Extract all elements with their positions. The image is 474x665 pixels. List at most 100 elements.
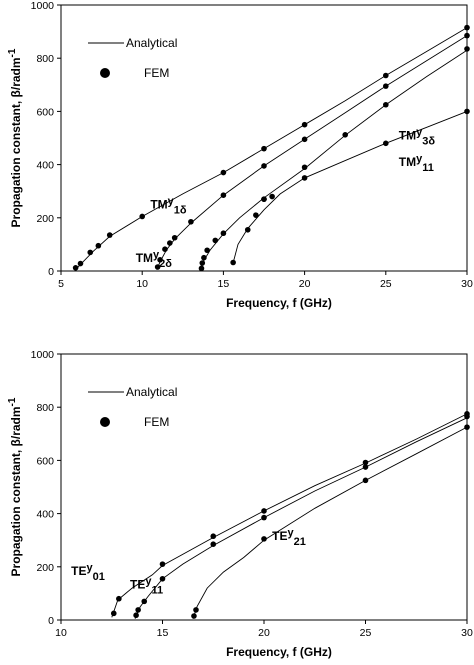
y-tick-label: 0 <box>48 266 54 278</box>
analytical-curve <box>111 413 468 618</box>
analytical-curve <box>192 426 468 619</box>
x-tick-label: 25 <box>380 278 392 290</box>
fem-point <box>464 46 470 52</box>
y-axis-title-sup: -1 <box>7 48 18 57</box>
curve-label-sub: 1δ <box>174 204 187 216</box>
series-2: TMy2δ <box>136 32 470 270</box>
legend-analytical-label: Analytical <box>126 36 177 50</box>
curve-label-sub: 01 <box>93 571 105 583</box>
fem-point <box>261 163 267 169</box>
curve-label-sup: y <box>416 126 423 138</box>
x-tick-label: 30 <box>461 278 473 290</box>
fem-point <box>110 610 117 617</box>
fem-point <box>464 32 470 39</box>
fem-point <box>383 101 389 108</box>
y-tick-label: 0 <box>48 615 54 627</box>
curve-label: TMy2δ <box>136 249 173 270</box>
fem-point <box>261 536 267 542</box>
x-tick-label: 15 <box>157 627 169 639</box>
y-tick-label: 600 <box>36 455 54 467</box>
curve-label-sub: 2δ <box>159 258 172 270</box>
fem-point <box>301 164 308 171</box>
chart-2: 10 15 20 25 30 0 200 400 600 800 1000 Frequency, f … <box>7 349 473 659</box>
fem-point <box>362 464 369 470</box>
y-tick-label: 600 <box>36 106 54 118</box>
x-tick-label: 20 <box>299 278 311 290</box>
legend-fem-label: FEM <box>144 66 169 80</box>
y-axis-title-sup: -1 <box>7 397 18 406</box>
curve-label-sup: y <box>86 562 93 574</box>
analytical-curve <box>232 110 468 264</box>
curve-label-sup: y <box>287 527 294 539</box>
y-axis-title: Propagation constant, β/radm-1 <box>7 48 23 227</box>
chart-1: 5 10 15 20 25 30 0 200 400 600 800 1000 Frequency, f… <box>7 0 473 310</box>
fem-point <box>220 169 227 176</box>
y-tick-label: 400 <box>36 160 54 172</box>
fem-point <box>191 613 197 619</box>
fem-point <box>301 121 308 128</box>
fem-point <box>261 508 267 514</box>
fem-point <box>383 140 389 147</box>
y-tick-label: 200 <box>36 213 54 225</box>
x-tick-label: 15 <box>218 278 230 290</box>
legend: Analytical FEM <box>88 36 177 80</box>
fem-point <box>269 193 275 200</box>
y-tick-label: 800 <box>36 402 54 414</box>
legend-marker-swatch <box>100 417 110 427</box>
legend: Analytical FEM <box>88 385 177 429</box>
fem-point <box>253 212 259 218</box>
fem-point <box>167 240 173 246</box>
curve-label-sub: 3δ <box>422 135 435 147</box>
series-1: TMy1δ <box>72 24 470 271</box>
curve-label: TEy01 <box>71 562 105 583</box>
fem-point <box>171 234 178 241</box>
fem-point <box>154 264 161 270</box>
y-tick-label: 400 <box>36 509 54 521</box>
fem-point <box>261 514 267 521</box>
fem-point <box>72 265 79 271</box>
curve-label: TMy3δ <box>399 126 436 147</box>
fem-point <box>210 533 217 540</box>
fem-point <box>220 192 227 198</box>
y-tick-label: 200 <box>36 562 54 574</box>
fem-point <box>362 477 369 484</box>
curve-label-sup: y <box>168 195 175 207</box>
fem-point <box>157 257 163 263</box>
fem-point <box>159 561 166 567</box>
fem-point <box>106 232 113 238</box>
analytical-curve <box>134 417 468 619</box>
curve-label-sub: 21 <box>294 536 306 548</box>
legend-analytical-label: Analytical <box>126 385 177 399</box>
y-tick-label: 800 <box>36 53 54 65</box>
fem-point <box>199 260 206 266</box>
x-tick-label: 10 <box>136 278 148 290</box>
fem-point <box>162 246 168 252</box>
x-axis-title: Frequency, f (GHz) <box>226 645 332 659</box>
curve-label: TEy21 <box>272 527 306 548</box>
plot-frame <box>60 353 468 621</box>
fem-point <box>342 132 349 138</box>
series-3: TMy3δ <box>198 46 470 272</box>
analytical-curve <box>200 49 468 270</box>
fem-point <box>362 459 369 466</box>
fem-point <box>464 413 470 420</box>
y-tick-label: 1000 <box>31 0 55 12</box>
fem-point <box>212 237 219 244</box>
plot-frame <box>60 4 468 272</box>
fem-point <box>261 196 267 202</box>
fem-point <box>116 595 122 602</box>
curve-label-sup: y <box>416 153 423 165</box>
curve-label: TMy11 <box>399 153 434 174</box>
curve-label-sub: 11 <box>151 585 163 597</box>
fem-point <box>159 575 166 582</box>
curve-label-sup: y <box>153 249 160 261</box>
fem-point <box>230 259 236 266</box>
fem-point <box>135 607 141 613</box>
fem-point <box>464 24 470 31</box>
fem-point <box>301 136 308 143</box>
fem-point <box>198 265 205 272</box>
curve-label-sub: 11 <box>422 162 434 174</box>
legend-fem-label: FEM <box>144 415 169 429</box>
y-axis-title: Propagation constant, β/radm-1 <box>7 397 23 576</box>
